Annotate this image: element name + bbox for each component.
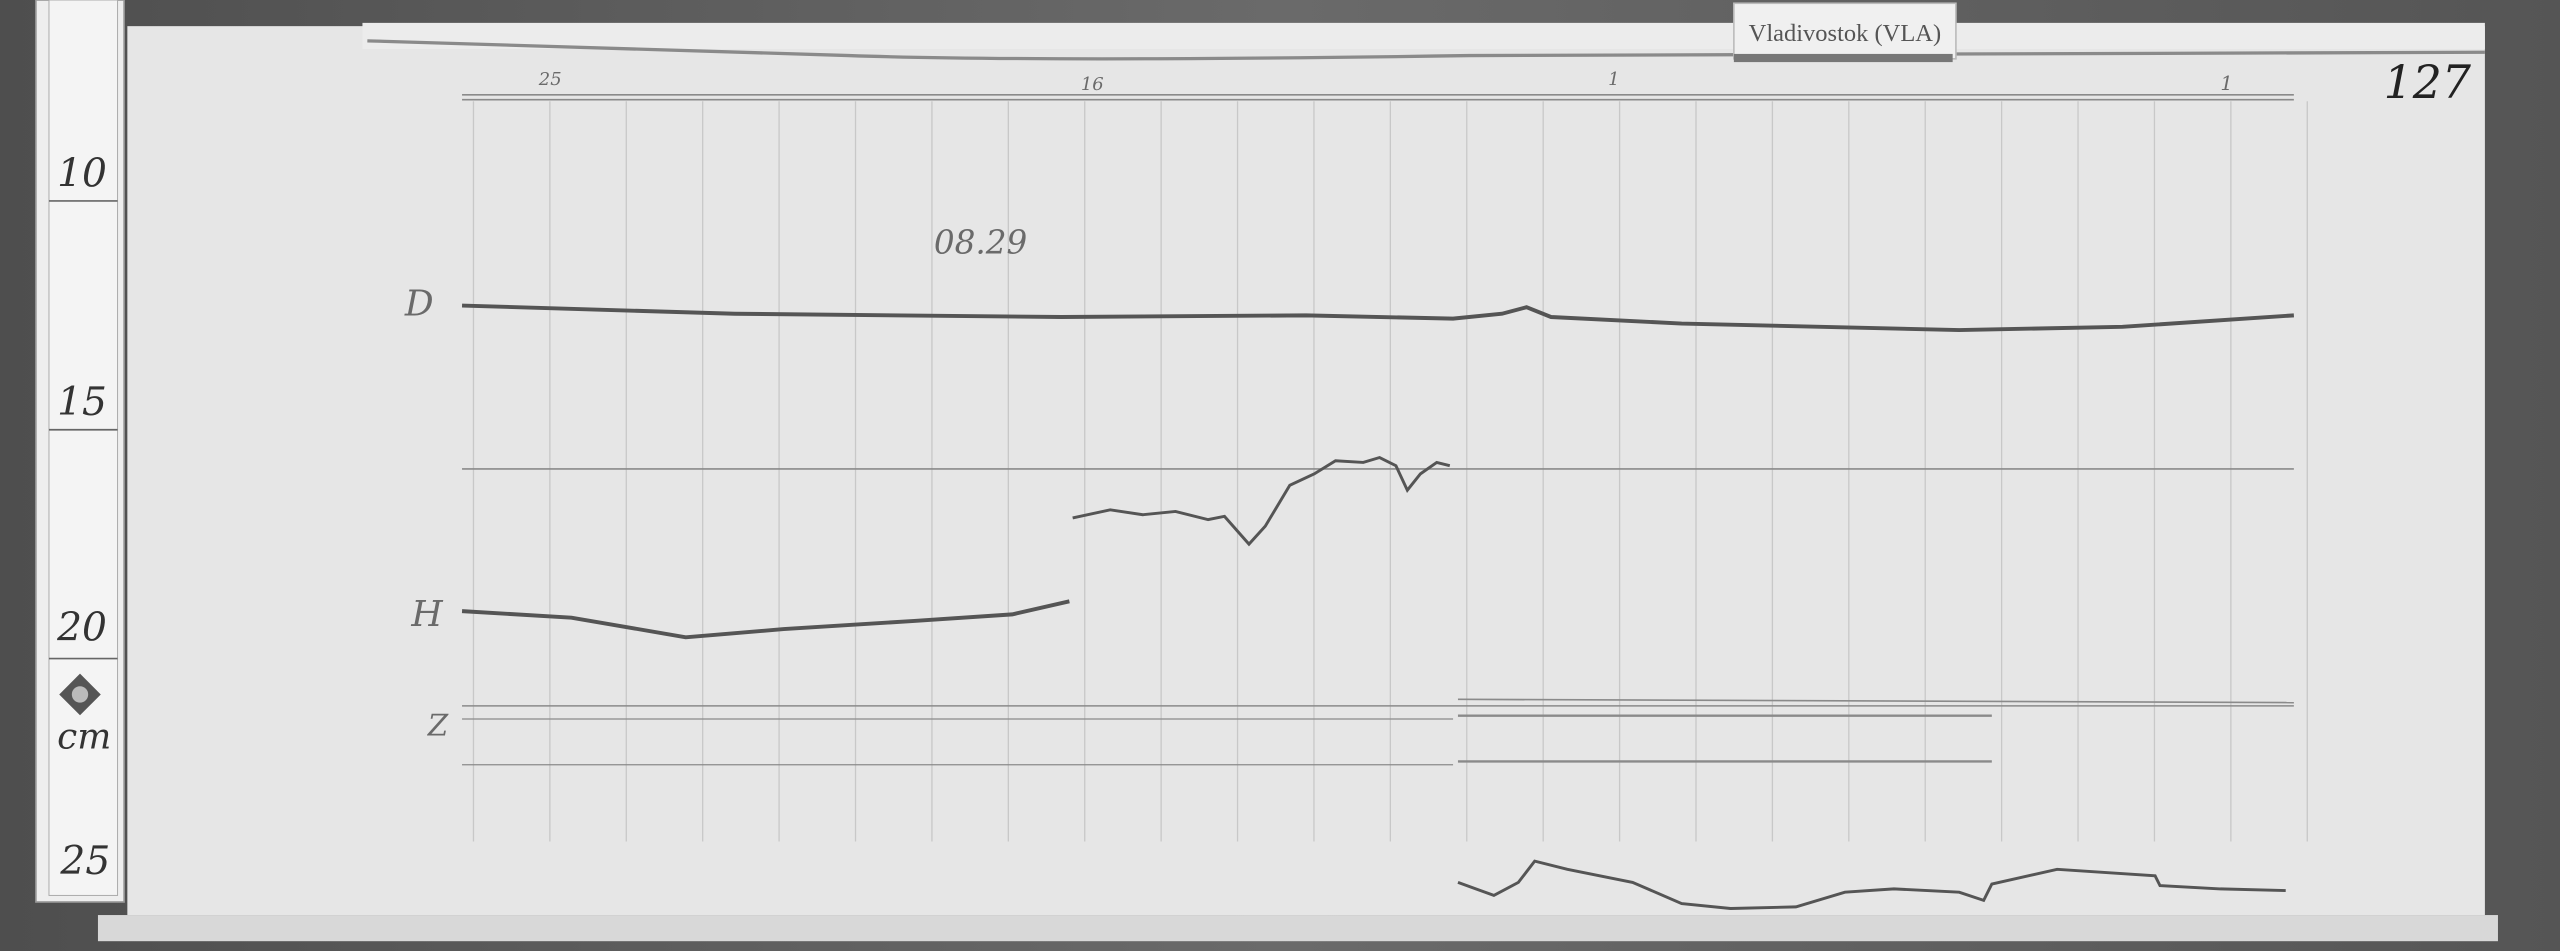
trace-label-z: Z <box>427 708 449 742</box>
ruler-mark-20: 20 <box>56 606 107 651</box>
h-trace-2 <box>1072 455 1451 547</box>
trace-label-h: H <box>410 594 443 635</box>
ruler-mark-10: 10 <box>57 151 107 196</box>
paper-fold <box>362 22 2485 50</box>
hour-mark: 25 <box>538 69 562 90</box>
hour-mark: 1 <box>2220 72 2232 95</box>
traces <box>461 303 2295 910</box>
trace-label-d: D <box>404 283 434 324</box>
date-note: 08.29 <box>934 223 1027 261</box>
hour-mark: 16 <box>1081 74 1104 95</box>
diamond-logo-icon <box>59 673 101 716</box>
grid <box>472 101 2308 842</box>
sheet-number: 127 <box>2384 56 2472 109</box>
baselines <box>462 93 2294 766</box>
ruler-mark-25: 25 <box>59 839 110 884</box>
paper-sheet <box>127 26 2485 916</box>
z-trace <box>1457 859 2286 910</box>
station-label-text: Vladivostok (VLA) <box>1749 20 1941 47</box>
h-trace-1 <box>461 599 1070 640</box>
d-trace <box>461 303 2295 333</box>
ruler-mark-15: 15 <box>57 380 107 425</box>
ruler-unit: cm <box>57 716 111 757</box>
hour-mark: 1 <box>1608 69 1619 90</box>
ruler: 10 15 20 cm 25 <box>35 0 125 903</box>
station-label: Vladivostok (VLA) <box>1733 2 1957 63</box>
